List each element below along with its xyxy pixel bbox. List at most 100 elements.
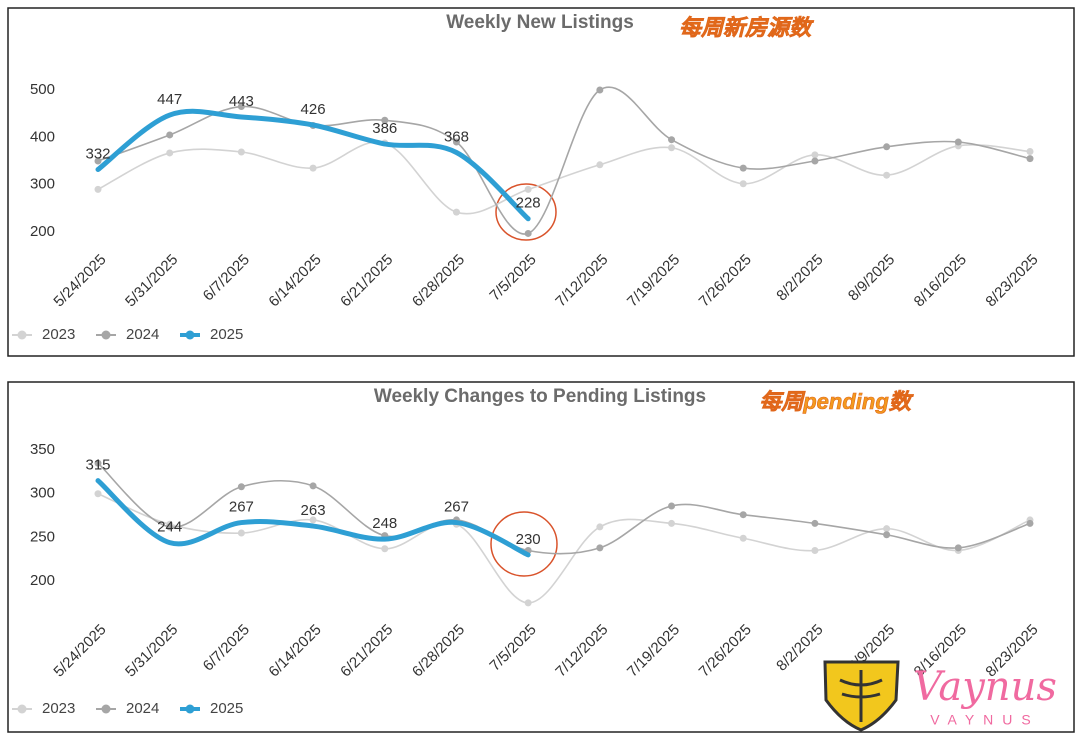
- logo-dragonfly: [839, 670, 883, 722]
- watermark: Vaynus: [913, 664, 1057, 710]
- x-tick-label: 6/14/2025: [266, 621, 325, 680]
- data-point: [883, 143, 891, 151]
- data-point: [237, 529, 245, 537]
- legend-swatch-dot: [17, 704, 27, 714]
- x-tick-label: 7/5/2025: [486, 251, 539, 304]
- data-label: 447: [157, 91, 182, 108]
- x-tick-label: 6/21/2025: [337, 251, 396, 310]
- data-point: [524, 185, 532, 193]
- data-point: [452, 208, 460, 216]
- data-label: 267: [444, 499, 469, 516]
- data-point: [811, 546, 819, 554]
- data-point: [954, 138, 962, 146]
- data-label: 244: [157, 519, 182, 536]
- data-point: [596, 86, 604, 94]
- x-tick-label: 7/5/2025: [486, 621, 539, 674]
- x-tick-label: 6/7/2025: [200, 251, 253, 304]
- x-tick-label: 6/21/2025: [337, 621, 396, 680]
- x-tick-label: 8/16/2025: [911, 251, 970, 310]
- data-point: [166, 149, 174, 157]
- series-line: [95, 478, 531, 558]
- data-point: [883, 525, 891, 533]
- data-label: 230: [516, 531, 541, 548]
- x-tick-label: 6/14/2025: [266, 251, 325, 310]
- data-point: [1026, 519, 1034, 527]
- data-point: [524, 599, 532, 607]
- data-point: [524, 229, 532, 237]
- x-tick-label: 6/7/2025: [200, 621, 253, 674]
- x-tick-label: 5/24/2025: [50, 621, 109, 680]
- data-point: [811, 157, 819, 165]
- data-point: [811, 151, 819, 159]
- x-tick-label: 5/24/2025: [50, 251, 109, 310]
- chart-title: Weekly New Listings: [446, 12, 634, 33]
- data-point: [94, 185, 102, 193]
- data-point: [668, 136, 676, 144]
- x-tick-label: 6/28/2025: [409, 621, 468, 680]
- x-tick-label: 7/12/2025: [552, 251, 611, 310]
- data-point: [1026, 155, 1034, 163]
- series-line: [97, 86, 1031, 235]
- data-point: [309, 482, 317, 490]
- data-label: 426: [301, 101, 326, 118]
- data-label: 386: [372, 120, 397, 137]
- data-point: [237, 148, 245, 156]
- data-point: [739, 511, 747, 519]
- data-point: [668, 519, 676, 527]
- x-tick-label: 5/31/2025: [122, 251, 181, 310]
- x-tick-label: 7/19/2025: [624, 251, 683, 310]
- x-tick-label: 6/28/2025: [409, 251, 468, 310]
- data-label: 332: [85, 145, 110, 162]
- data-point: [811, 519, 819, 527]
- data-point: [94, 490, 102, 498]
- data-label: 263: [301, 502, 326, 519]
- data-point: [381, 545, 389, 553]
- x-tick-label: 8/2/2025: [773, 621, 826, 674]
- legend-label: 2023: [42, 700, 75, 717]
- legend-label: 2025: [210, 700, 243, 717]
- data-point: [309, 164, 317, 172]
- data-point: [94, 459, 102, 467]
- legend-swatch-dot: [101, 330, 111, 340]
- y-tick-label: 400: [30, 128, 55, 145]
- data-point: [668, 502, 676, 510]
- highlight-circle: [490, 511, 558, 577]
- data-point: [596, 544, 604, 552]
- highlight-circle: [495, 183, 557, 241]
- data-point: [452, 138, 460, 146]
- x-tick-label: 7/26/2025: [696, 251, 755, 310]
- chart-frame: [7, 7, 1075, 357]
- x-tick-label: 7/26/2025: [696, 621, 755, 680]
- data-point: [94, 157, 102, 165]
- logo: [823, 660, 900, 732]
- watermark-sub: VAYNUS: [930, 712, 1040, 728]
- y-tick-label: 350: [30, 441, 55, 458]
- data-point: [739, 164, 747, 172]
- legend-label: 2024: [126, 700, 159, 717]
- data-point: [237, 103, 245, 111]
- data-label: 248: [372, 515, 397, 532]
- data-point: [381, 116, 389, 124]
- data-point: [739, 180, 747, 188]
- data-point: [166, 131, 174, 139]
- data-point: [883, 531, 891, 539]
- x-tick-label: 8/23/2025: [982, 251, 1041, 310]
- series-line: [95, 108, 531, 222]
- y-tick-label: 300: [30, 176, 55, 193]
- data-point: [166, 523, 174, 531]
- y-tick-label: 200: [30, 223, 55, 240]
- series-line: [97, 492, 1031, 604]
- legend-swatch-dot: [17, 330, 27, 340]
- data-point: [883, 171, 891, 179]
- y-tick-label: 200: [30, 572, 55, 589]
- chart-title: Weekly Changes to Pending Listings: [374, 386, 706, 407]
- data-label: 443: [229, 93, 254, 110]
- chart-frame: [7, 381, 1075, 733]
- data-point: [739, 534, 747, 542]
- x-tick-label: 8/9/2025: [845, 251, 898, 304]
- annotation: 每周pending数: [759, 389, 914, 414]
- x-tick-label: 7/19/2025: [624, 621, 683, 680]
- x-tick-label: 5/31/2025: [122, 621, 181, 680]
- data-label: 267: [229, 499, 254, 516]
